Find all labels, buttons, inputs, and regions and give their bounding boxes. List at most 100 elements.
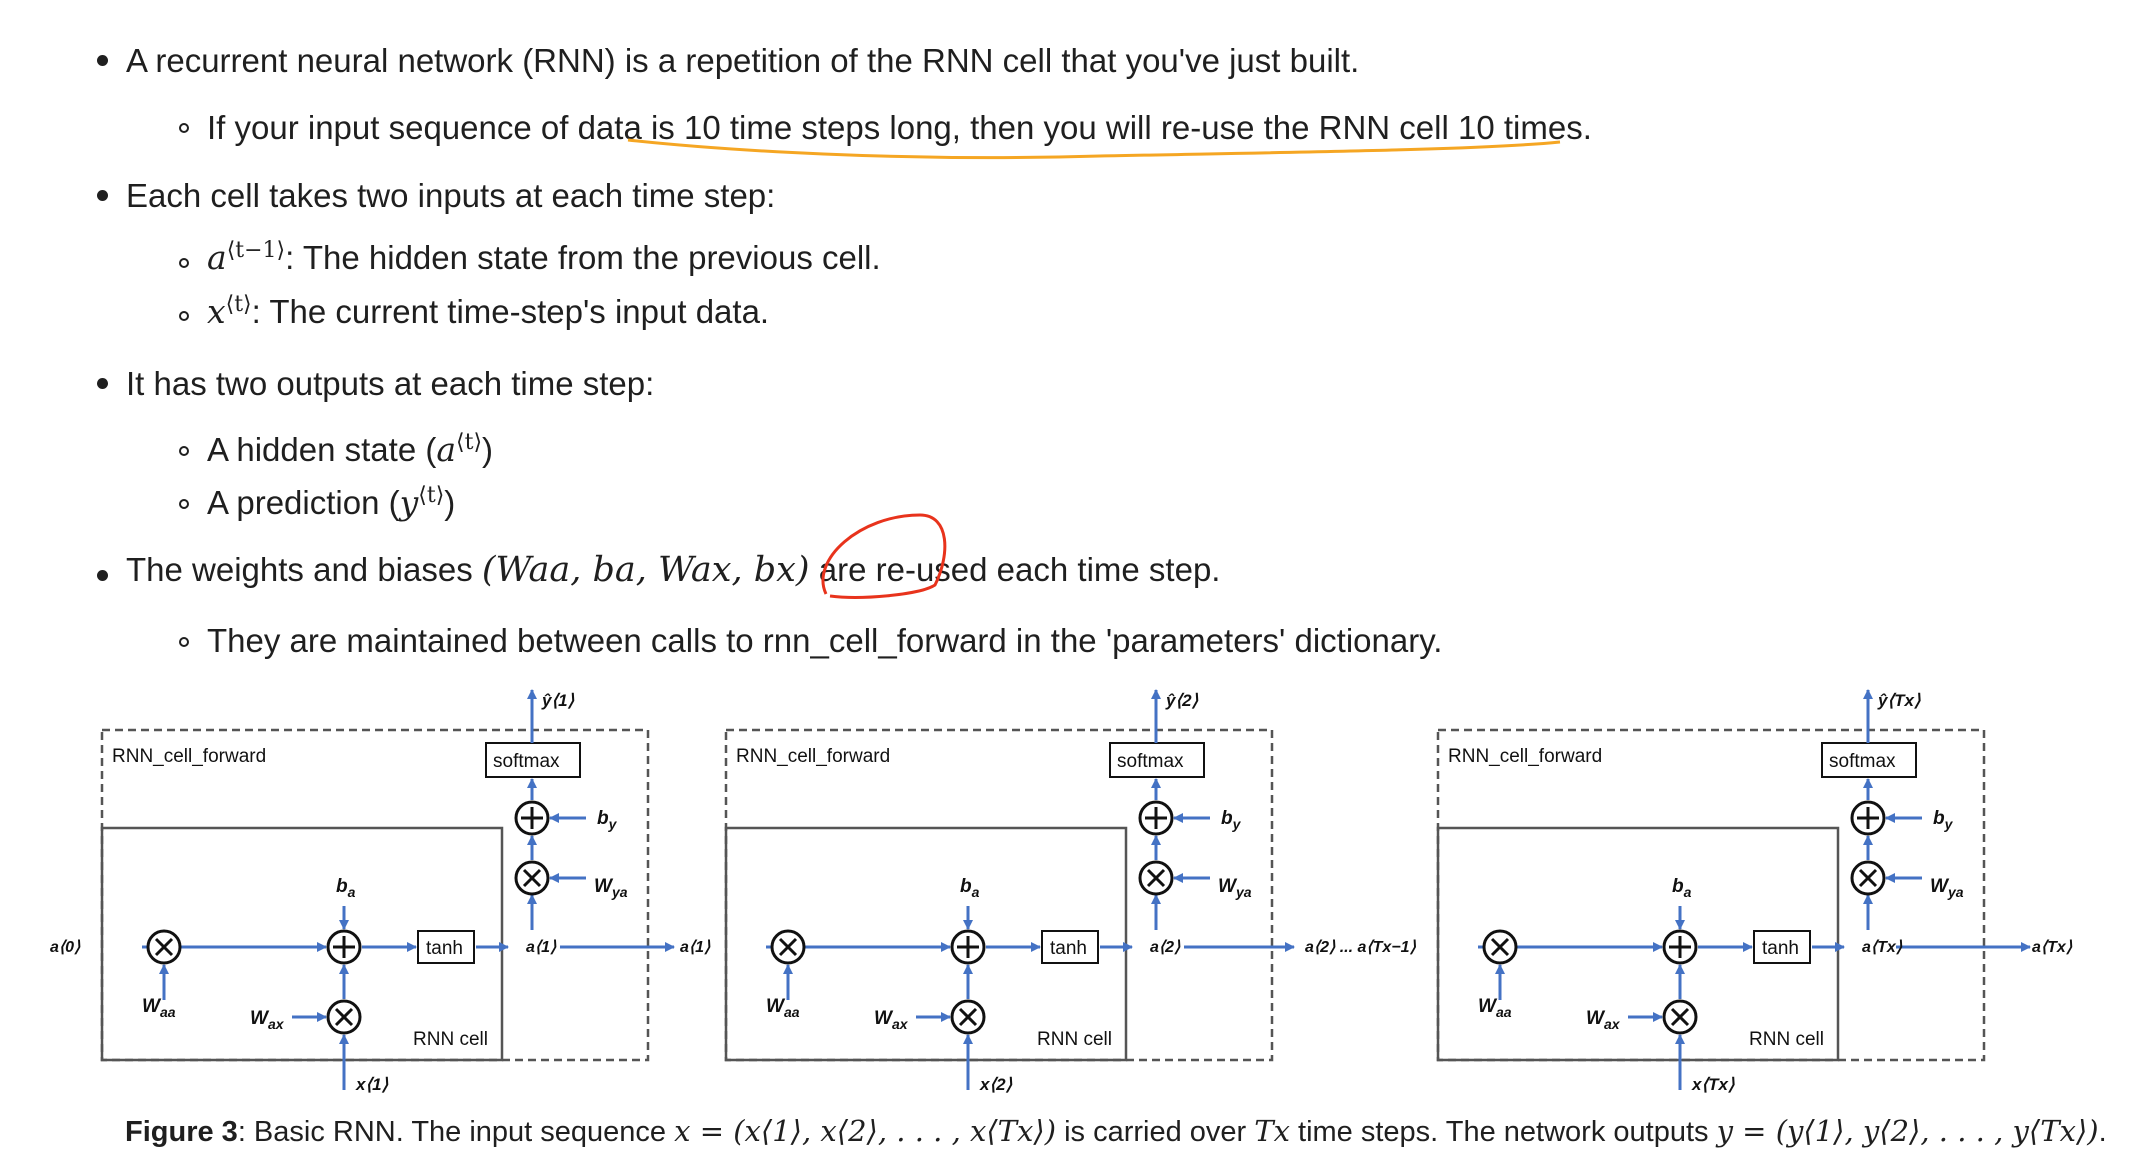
math-x: x bbox=[207, 292, 226, 331]
x-input-label: x⟨2⟩ bbox=[979, 1075, 1013, 1094]
tanh-label: tanh bbox=[1762, 938, 1799, 959]
b-a-symbol: ba bbox=[960, 876, 980, 900]
a-in-label: a⟨1⟩ bbox=[680, 939, 711, 956]
caption-math-y: y = (y⟨1⟩, y⟨2⟩, . . . , y⟨Tx⟩) bbox=[1716, 1114, 2099, 1148]
w-ya-symbol: Wya bbox=[1218, 876, 1252, 900]
text: ) bbox=[482, 431, 494, 468]
caption-text: is carried over bbox=[1056, 1116, 1255, 1148]
a-in-label: a⟨0⟩ bbox=[50, 939, 81, 956]
w-aa-symbol: Waa bbox=[142, 996, 176, 1020]
a-out-label: a⟨1⟩ bbox=[526, 939, 557, 956]
w-aa-symbol: Waa bbox=[1478, 996, 1512, 1020]
w-ax-symbol: Wax bbox=[874, 1008, 909, 1032]
caption-text: . bbox=[2098, 1116, 2107, 1148]
b-y-symbol: by bbox=[1221, 808, 1242, 832]
x-input-label: x⟨1⟩ bbox=[355, 1075, 389, 1094]
rnn-cell-forward-box bbox=[724, 728, 1274, 1062]
sub-bullet-circle bbox=[179, 311, 189, 321]
sub-bullet-text: : The hidden state from the previous cel… bbox=[285, 239, 881, 276]
b-a-symbol: ba bbox=[336, 876, 356, 900]
b-y-symbol: by bbox=[597, 808, 618, 832]
wax-multiply-op-stroke bbox=[334, 1007, 354, 1027]
wax-multiply-op-stroke bbox=[958, 1007, 978, 1027]
softmax-label: softmax bbox=[1829, 751, 1896, 772]
sub-bullet-time-steps: If your input sequence of data is 10 tim… bbox=[207, 109, 1592, 146]
bullet-dot bbox=[97, 378, 108, 389]
tanh-box bbox=[1041, 930, 1099, 964]
y-hat-label: ŷ⟨2⟩ bbox=[1165, 691, 1199, 710]
b-a-symbol: ba bbox=[1672, 876, 1692, 900]
sub-bullet-hidden-state-output: A hidden state (a⟨t⟩) bbox=[207, 430, 494, 469]
w-ya-symbol: Wya bbox=[594, 876, 628, 900]
sub-bullet-prediction: A prediction (y⟨t⟩) bbox=[207, 483, 456, 522]
math-sup: ⟨t⟩ bbox=[225, 292, 252, 317]
softmax-label: softmax bbox=[493, 751, 560, 772]
rnn-cell-forward-label: RNN_cell_forward bbox=[736, 746, 890, 767]
a-in-label: a⟨2⟩ ... a⟨Tx−1⟩ bbox=[1305, 939, 1417, 956]
waa-multiply-op-stroke bbox=[154, 937, 174, 957]
bullet-two-outputs: It has two outputs at each time step: bbox=[126, 365, 655, 402]
wya-multiply-op-stroke bbox=[1146, 868, 1166, 888]
rnn-cell-label: RNN cell bbox=[1037, 1029, 1112, 1050]
caption-math-x: x = (x⟨1⟩, x⟨2⟩, . . . , x⟨Tx⟩) bbox=[674, 1114, 1057, 1148]
text: ) bbox=[444, 484, 456, 521]
sub-bullet-text: : The current time-step's input data. bbox=[251, 293, 770, 330]
softmax-box bbox=[1821, 742, 1917, 778]
sub-bullet-circle bbox=[179, 446, 189, 456]
math-sup: ⟨t−1⟩ bbox=[226, 238, 286, 263]
y-hat-label: ŷ⟨1⟩ bbox=[541, 691, 575, 710]
bullet-two-inputs: Each cell takes two inputs at each time … bbox=[126, 177, 776, 214]
y-hat-label: ŷ⟨Tx⟩ bbox=[1877, 691, 1921, 710]
w-ya-symbol: Wya bbox=[1930, 876, 1964, 900]
bullet-dot bbox=[97, 570, 108, 581]
math-a: a bbox=[207, 238, 227, 277]
text: The weights and biases bbox=[126, 551, 482, 588]
rnn-cell-forward-box bbox=[100, 728, 650, 1062]
bullet-rnn-repetition: A recurrent neural network (RNN) is a re… bbox=[126, 42, 1360, 79]
sub-bullet-input-data: x⟨t⟩: The current time-step's input data… bbox=[207, 292, 770, 331]
math-weights-tuple: (Waa, ba, Wax, bx) bbox=[481, 550, 810, 590]
rnn-cell-forward-label: RNN_cell_forward bbox=[112, 746, 266, 767]
rnn-cell-label: RNN cell bbox=[413, 1029, 488, 1050]
text: A prediction ( bbox=[207, 484, 400, 521]
x-input-label: x⟨Tx⟩ bbox=[1691, 1075, 1735, 1094]
text: each time step. bbox=[987, 551, 1221, 588]
waa-multiply-op-stroke bbox=[778, 937, 798, 957]
math-sup: ⟨t⟩ bbox=[456, 430, 483, 455]
a-out-label: a⟨2⟩ bbox=[1150, 939, 1181, 956]
waa-multiply-op-stroke bbox=[1490, 937, 1510, 957]
sub-bullet-circle bbox=[179, 123, 189, 133]
math-a: a bbox=[436, 430, 457, 469]
text: A hidden state ( bbox=[207, 431, 437, 468]
caption-math-tx: Tx bbox=[1254, 1114, 1290, 1148]
b-y-symbol: by bbox=[1933, 808, 1954, 832]
caption-text: time steps. The network outputs bbox=[1289, 1116, 1717, 1148]
final-a-out-label: a⟨Tx⟩ bbox=[2032, 939, 2073, 956]
w-aa-symbol: Waa bbox=[766, 996, 800, 1020]
rnn-cell-forward-label: RNN_cell_forward bbox=[1448, 746, 1602, 767]
sub-bullet-parameters: They are maintained between calls to rnn… bbox=[207, 622, 1443, 659]
sub-bullet-hidden-state-input: a⟨t−1⟩: The hidden state from the previo… bbox=[207, 238, 881, 277]
tanh-box bbox=[417, 930, 475, 964]
bullet-dot bbox=[97, 190, 108, 201]
caption-text: : Basic RNN. The input sequence bbox=[237, 1116, 675, 1148]
tanh-label: tanh bbox=[426, 938, 463, 959]
wya-multiply-op-stroke bbox=[522, 868, 542, 888]
math-sup: ⟨t⟩ bbox=[418, 483, 445, 508]
sub-bullet-circle bbox=[179, 258, 189, 268]
wya-multiply-op-stroke bbox=[1858, 868, 1878, 888]
w-ax-symbol: Wax bbox=[250, 1008, 285, 1032]
sub-bullet-circle bbox=[179, 637, 189, 647]
sub-bullet-circle bbox=[179, 499, 189, 509]
w-ax-symbol: Wax bbox=[1586, 1008, 1621, 1032]
math-y: y bbox=[399, 483, 419, 522]
tanh-box bbox=[1753, 930, 1811, 964]
rnn-cell-forward-box bbox=[1436, 728, 1986, 1062]
wax-multiply-op-stroke bbox=[1670, 1007, 1690, 1027]
rnn-cell-label: RNN cell bbox=[1749, 1029, 1824, 1050]
bullet-dot bbox=[97, 55, 108, 66]
caption-label: Figure 3 bbox=[125, 1116, 238, 1148]
softmax-label: softmax bbox=[1117, 751, 1184, 772]
figure-caption: Figure 3: Basic RNN. The input sequence … bbox=[125, 1114, 2107, 1149]
